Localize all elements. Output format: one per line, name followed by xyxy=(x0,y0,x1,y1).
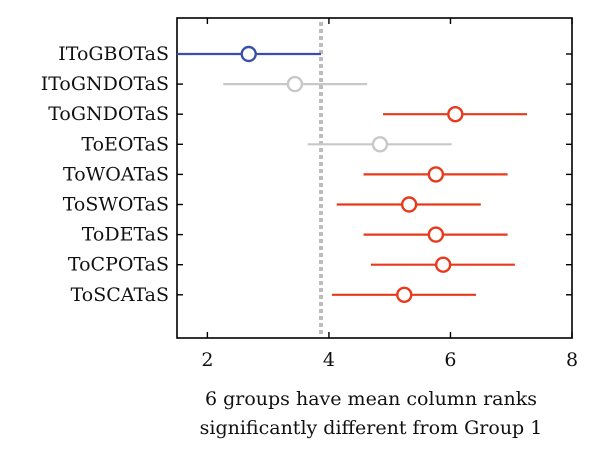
x-tick-label: 8 xyxy=(566,349,578,371)
mean-marker-towoatas xyxy=(427,166,445,183)
mean-marker-toswotas xyxy=(400,196,418,213)
mean-marker-toscatas xyxy=(396,286,413,303)
mean-marker-todetas xyxy=(427,226,445,243)
mean-marker-itogndotas xyxy=(286,75,304,93)
y-tick-label-togndotas: ToGNDOTaS xyxy=(48,103,169,125)
y-tick-label-toswotas: ToSWOTaS xyxy=(63,194,169,216)
x-tick-labels: 2 4 6 8 xyxy=(201,349,578,371)
y-tick-labels: IToGBOTaS IToGNDOTaS ToGNDOTaS ToEOTaS ToWOA… xyxy=(41,43,169,306)
y-tick-label-todetas: ToDETaS xyxy=(82,224,169,246)
y-tick-label-tocpotas: ToCPOTaS xyxy=(68,254,169,276)
y-tick-label-toeotas: ToEOTaS xyxy=(81,133,169,155)
x-axis-label-line2: significantly different from Group 1 xyxy=(200,417,543,439)
y-tick-label-itogbotas: IToGBOTaS xyxy=(58,43,169,65)
mean-marker-toeotas xyxy=(371,136,389,153)
mean-marker-togndotas xyxy=(447,105,464,123)
x-tick-label: 6 xyxy=(444,349,456,371)
plot-area xyxy=(176,17,573,339)
mean-marker-tocpotas xyxy=(434,256,452,273)
x-tick-label: 4 xyxy=(323,349,335,371)
y-tick-label-itogndotas: IToGNDOTaS xyxy=(41,73,169,95)
mean-marker-itogbotas xyxy=(240,45,257,63)
x-axis-label: 6 groups have mean column ranks xyxy=(205,388,537,410)
x-tick-label: 2 xyxy=(201,349,213,371)
y-tick-label-toscatas: ToSCATaS xyxy=(71,284,169,306)
plot-frame xyxy=(176,17,573,339)
y-tick-label-towoatas: ToWOATaS xyxy=(63,163,169,185)
